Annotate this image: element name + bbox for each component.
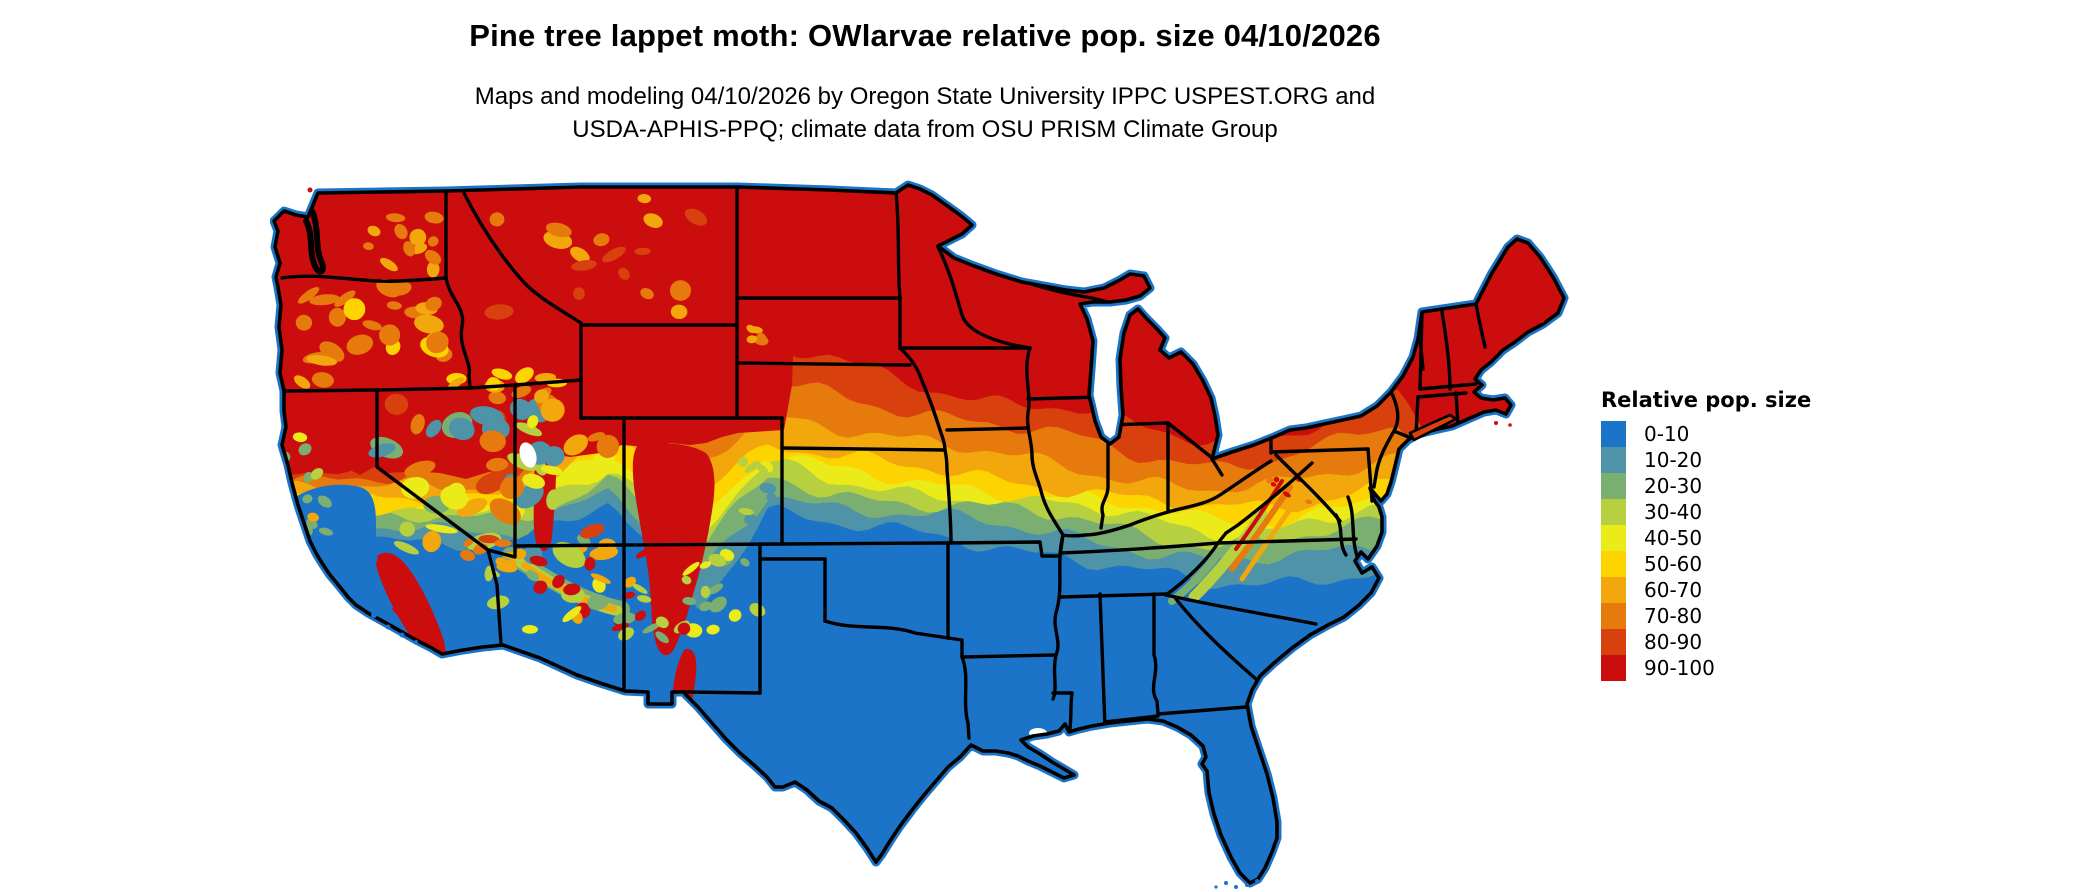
legend-item: 20-30 bbox=[1601, 473, 1901, 499]
legend-label: 80-90 bbox=[1644, 630, 1703, 654]
legend-swatch bbox=[1601, 447, 1626, 473]
legend-swatch bbox=[1601, 499, 1626, 525]
legend-item: 50-60 bbox=[1601, 551, 1901, 577]
legend-label: 40-50 bbox=[1644, 526, 1703, 550]
legend-item: 80-90 bbox=[1601, 629, 1901, 655]
legend-swatch bbox=[1601, 473, 1626, 499]
legend-item: 0-10 bbox=[1601, 421, 1901, 447]
legend-label: 90-100 bbox=[1644, 656, 1715, 680]
legend-item: 10-20 bbox=[1601, 447, 1901, 473]
legend: Relative pop. size 0-10 10-20 20-30 30-40 40… bbox=[1601, 388, 1901, 681]
legend-title: Relative pop. size bbox=[1601, 388, 1812, 412]
legend-label: 70-80 bbox=[1644, 604, 1703, 628]
legend-item: 70-80 bbox=[1601, 603, 1901, 629]
legend-item: 90-100 bbox=[1601, 655, 1901, 681]
legend-swatch bbox=[1601, 421, 1626, 447]
us-choropleth-map bbox=[269, 135, 1580, 892]
legend-label: 0-10 bbox=[1644, 422, 1690, 446]
legend-label: 30-40 bbox=[1644, 500, 1703, 524]
legend-label: 50-60 bbox=[1644, 552, 1703, 576]
legend-swatch bbox=[1601, 655, 1626, 681]
legend-items: 0-10 10-20 20-30 30-40 40-50 50-60 60-70 70-80 8… bbox=[1601, 421, 1901, 681]
legend-item: 40-50 bbox=[1601, 525, 1901, 551]
legend-label: 10-20 bbox=[1644, 448, 1703, 472]
map-image bbox=[269, 180, 1569, 889]
legend-item: 60-70 bbox=[1601, 577, 1901, 603]
legend-swatch bbox=[1601, 577, 1626, 603]
legend-swatch bbox=[1601, 525, 1626, 551]
legend-label: 60-70 bbox=[1644, 578, 1703, 602]
legend-swatch bbox=[1601, 551, 1626, 577]
legend-label: 20-30 bbox=[1644, 474, 1703, 498]
legend-swatch bbox=[1601, 603, 1626, 629]
subtitle-line-1: Maps and modeling 04/10/2026 by Oregon S… bbox=[474, 83, 1376, 110]
legend-swatch bbox=[1601, 629, 1626, 655]
subtitle-line-2: USDA-APHIS-PPQ; climate data from OSU PR… bbox=[572, 116, 1278, 143]
legend-item: 30-40 bbox=[1601, 499, 1901, 525]
map-subtitle: Maps and modeling 04/10/2026 by Oregon S… bbox=[270, 80, 1580, 146]
map-title: Pine tree lappet moth: OWlarvae relative… bbox=[469, 18, 1381, 53]
